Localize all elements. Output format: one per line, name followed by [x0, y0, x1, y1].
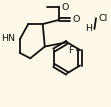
Text: HN: HN — [1, 34, 15, 43]
Text: H: H — [85, 24, 92, 33]
Text: O: O — [72, 15, 80, 24]
Text: Cl: Cl — [98, 14, 107, 23]
Text: F: F — [68, 45, 73, 55]
Text: O: O — [62, 3, 69, 12]
